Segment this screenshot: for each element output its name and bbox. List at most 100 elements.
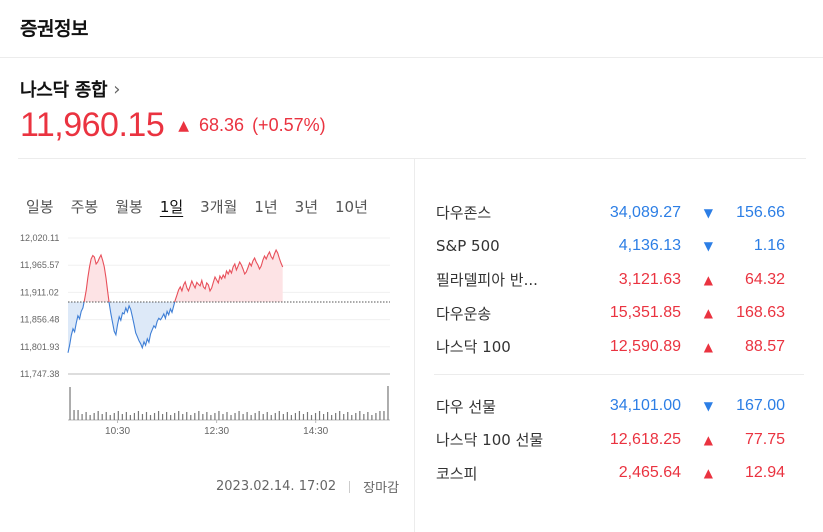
intraday-chart: 12,020.11 11,965.57 11,911.02 11,856.48 11,8… — [20, 233, 390, 437]
quote-change: 88.57 — [744, 337, 785, 355]
quote-price: 12,590.89 — [609, 337, 681, 355]
volume-bar — [206, 412, 208, 420]
volume-bar — [347, 412, 349, 420]
divider — [434, 373, 804, 375]
quote-name: 필라델피아 반... — [436, 271, 538, 290]
volume-bar — [246, 412, 248, 420]
volume-bar — [186, 412, 188, 420]
quote-name: 다우존스 — [436, 204, 492, 223]
volume-bar — [218, 411, 220, 420]
volume-bar — [379, 411, 381, 420]
volume-bar — [298, 411, 301, 420]
quote-row[interactable]: 필라델피아 반... 3,121.63 ▲ 64.32 — [436, 263, 808, 297]
volume-bar — [141, 414, 144, 420]
quote-price: 34,101.00 — [609, 397, 681, 415]
volume-bar — [133, 413, 136, 420]
page-title: 증권정보 — [20, 18, 88, 40]
volume-bar — [194, 413, 196, 420]
volume-bar — [81, 414, 83, 420]
index-change-pct: (+0.57%) — [252, 115, 326, 135]
quote-row[interactable]: S&P 500 4,136.13 ▼ 1.16 — [436, 230, 808, 264]
volume-bar — [274, 413, 276, 420]
index-price: 11,960.15 ▲ 68.36 (+0.57%) — [20, 106, 326, 145]
volume-bar — [226, 412, 228, 420]
quotes-group-indices: 다우존스 34,089.27 ▼ 156.66 S&P 500 4,136.13 ▼ 1.16… — [436, 196, 808, 364]
chevron-right-icon: › — [113, 78, 121, 100]
volume-bar — [351, 415, 353, 420]
volume-bar — [242, 414, 244, 420]
quotes-panel: 다우존스 34,089.27 ▼ 156.66 S&P 500 4,136.13 ▼ 1.16… — [434, 196, 808, 491]
quote-change: 168.63 — [736, 304, 785, 322]
volume-bar — [174, 413, 176, 420]
volume-bar — [182, 414, 184, 420]
quote-name: 나스닥 100 선물 — [436, 431, 544, 450]
volume-bar — [137, 411, 140, 420]
quote-change: 64.32 — [744, 270, 785, 288]
quote-price: 4,136.13 — [618, 237, 681, 255]
quote-name: S&P 500 — [436, 237, 500, 256]
tab-period-6[interactable]: 3년 — [294, 198, 319, 216]
volume-bar — [69, 387, 71, 420]
tab-period-3[interactable]: 1일 — [159, 198, 184, 216]
quote-change: 1.16 — [753, 237, 785, 255]
down-arrow-icon: ▼ — [703, 205, 713, 220]
volume-bar — [121, 414, 123, 420]
divider — [18, 158, 806, 159]
volume-bar — [93, 413, 95, 420]
index-name: 나스닥 종합 — [20, 80, 108, 101]
volume-bar — [85, 412, 87, 420]
tab-period-0[interactable]: 일봉 — [26, 198, 54, 216]
volume-bar — [117, 411, 119, 420]
up-arrow-icon: ▲ — [178, 118, 190, 134]
quote-row[interactable]: 다우 선물 34,101.00 ▼ 167.00 — [436, 390, 808, 424]
volume-bar — [73, 410, 75, 420]
y-tick-label: 11,801.93 — [20, 342, 59, 352]
volume-bar — [113, 413, 115, 420]
quote-row[interactable]: 나스닥 100 12,590.89 ▲ 88.57 — [436, 330, 808, 364]
quote-row[interactable]: 나스닥 100 선물 12,618.25 ▲ 77.75 — [436, 423, 808, 457]
quote-price: 12,618.25 — [609, 430, 681, 448]
tab-period-5[interactable]: 1년 — [254, 198, 278, 216]
tab-period-7[interactable]: 10년 — [335, 198, 368, 216]
divider — [414, 158, 415, 532]
volume-bar — [387, 386, 389, 420]
y-tick-label: 11,911.02 — [20, 287, 59, 297]
quote-price: 2,465.64 — [618, 464, 681, 482]
index-name-link[interactable]: 나스닥 종합 › — [20, 76, 120, 102]
volume-bar — [339, 411, 341, 420]
volume-bar — [161, 414, 164, 420]
tab-period-2[interactable]: 월봉 — [115, 198, 143, 216]
quote-row[interactable]: 다우운송 15,351.85 ▲ 168.63 — [436, 297, 808, 331]
volume-bar — [367, 412, 369, 420]
header: 증권정보 — [0, 0, 823, 58]
index-change: 68.36 — [199, 115, 245, 135]
down-arrow-icon: ▼ — [703, 239, 713, 254]
volume-bar — [355, 413, 357, 420]
quote-row[interactable]: 코스피 2,465.64 ▲ 12.94 — [436, 457, 808, 491]
tab-period-4[interactable]: 3개월 — [200, 198, 238, 216]
y-tick-label: 12,020.11 — [20, 233, 59, 243]
volume-bar — [318, 411, 321, 420]
area-above-baseline — [84, 250, 283, 302]
volume-bar — [198, 411, 200, 420]
volume-bar — [270, 415, 272, 420]
volume-bar — [254, 413, 256, 420]
volume-bar — [262, 414, 264, 420]
volume-bar — [375, 413, 377, 420]
volume-bar — [327, 412, 329, 420]
quote-name: 나스닥 100 — [436, 338, 511, 357]
quote-change: 156.66 — [736, 203, 785, 221]
volume-bar — [238, 411, 240, 420]
volume-bar — [286, 412, 288, 420]
up-arrow-icon: ▲ — [703, 306, 713, 321]
quote-row[interactable]: 다우존스 34,089.27 ▼ 156.66 — [436, 196, 808, 230]
volume-bar — [157, 411, 160, 420]
y-tick-label: 11,965.57 — [20, 260, 59, 270]
tab-period-1[interactable]: 주봉 — [70, 198, 99, 216]
volume-bar — [125, 412, 127, 420]
volume-bar — [335, 413, 337, 420]
down-arrow-icon: ▼ — [703, 399, 713, 414]
volume-bar — [145, 412, 148, 420]
up-arrow-icon: ▲ — [703, 339, 713, 354]
quotes-group-futures: 다우 선물 34,101.00 ▼ 167.00 나스닥 100 선물 12,618.25… — [436, 390, 808, 491]
